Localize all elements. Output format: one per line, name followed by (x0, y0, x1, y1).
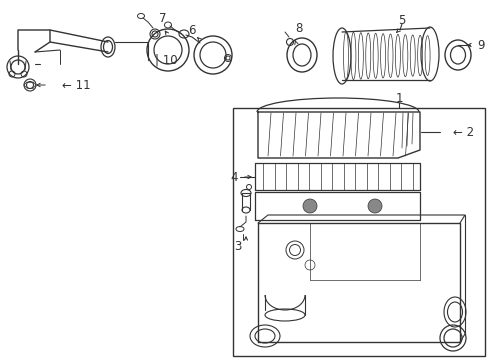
Ellipse shape (367, 199, 381, 213)
Text: 8: 8 (295, 22, 302, 35)
Text: 1: 1 (394, 91, 402, 104)
Text: 7: 7 (159, 12, 166, 24)
Text: 4: 4 (230, 171, 237, 184)
Text: | 10: | 10 (155, 54, 177, 67)
Text: 6: 6 (188, 23, 195, 36)
Text: ← 11: ← 11 (62, 78, 90, 91)
Text: ← 2: ← 2 (452, 126, 473, 139)
Ellipse shape (303, 199, 316, 213)
Text: 3: 3 (234, 240, 241, 253)
Text: 9: 9 (476, 39, 484, 51)
Text: 5: 5 (398, 14, 405, 27)
